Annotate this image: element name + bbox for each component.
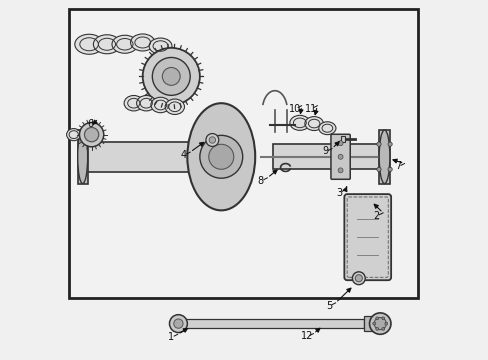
Ellipse shape bbox=[149, 38, 172, 54]
Ellipse shape bbox=[112, 35, 138, 53]
Circle shape bbox=[387, 167, 391, 172]
Text: 9: 9 bbox=[322, 147, 328, 157]
Circle shape bbox=[142, 48, 200, 105]
Circle shape bbox=[372, 322, 375, 325]
Text: 8: 8 bbox=[257, 176, 264, 186]
Text: 3: 3 bbox=[335, 188, 342, 198]
Circle shape bbox=[208, 144, 233, 169]
Bar bbox=[78, 130, 87, 184]
Circle shape bbox=[200, 135, 242, 178]
Circle shape bbox=[209, 137, 215, 143]
Text: 11: 11 bbox=[304, 104, 316, 113]
Bar bbox=[82, 142, 200, 172]
Ellipse shape bbox=[378, 130, 389, 184]
Ellipse shape bbox=[304, 117, 323, 131]
Text: 1: 1 bbox=[168, 332, 174, 342]
Ellipse shape bbox=[318, 122, 335, 135]
Ellipse shape bbox=[66, 129, 81, 141]
FancyBboxPatch shape bbox=[330, 134, 349, 179]
FancyBboxPatch shape bbox=[344, 194, 390, 280]
Ellipse shape bbox=[124, 95, 143, 111]
Ellipse shape bbox=[187, 103, 255, 210]
Circle shape bbox=[369, 313, 390, 334]
Ellipse shape bbox=[136, 95, 156, 111]
Ellipse shape bbox=[289, 115, 309, 130]
Circle shape bbox=[352, 272, 365, 285]
Bar bbox=[364, 316, 383, 331]
Circle shape bbox=[84, 127, 99, 142]
Ellipse shape bbox=[75, 34, 103, 54]
Circle shape bbox=[375, 317, 378, 320]
Text: 4: 4 bbox=[181, 150, 186, 160]
Circle shape bbox=[337, 168, 343, 173]
Circle shape bbox=[381, 328, 384, 330]
Circle shape bbox=[376, 142, 380, 146]
Bar bbox=[178, 319, 364, 328]
Circle shape bbox=[337, 154, 343, 159]
Bar bbox=[272, 144, 385, 169]
Circle shape bbox=[387, 142, 391, 146]
Ellipse shape bbox=[130, 34, 155, 51]
Ellipse shape bbox=[151, 97, 170, 113]
Ellipse shape bbox=[165, 99, 184, 114]
Circle shape bbox=[152, 58, 190, 95]
Text: 6: 6 bbox=[87, 118, 93, 129]
Circle shape bbox=[169, 315, 187, 333]
Ellipse shape bbox=[93, 35, 121, 54]
Circle shape bbox=[80, 122, 103, 147]
Bar bbox=[340, 136, 345, 142]
Circle shape bbox=[173, 319, 183, 328]
Circle shape bbox=[384, 322, 387, 325]
Text: 7: 7 bbox=[394, 161, 401, 171]
Text: 5: 5 bbox=[325, 301, 332, 311]
Text: 2: 2 bbox=[373, 211, 379, 221]
Bar bbox=[378, 130, 389, 184]
Circle shape bbox=[337, 141, 343, 146]
Circle shape bbox=[373, 318, 386, 330]
Circle shape bbox=[381, 317, 384, 320]
Text: 10: 10 bbox=[288, 104, 301, 113]
Ellipse shape bbox=[78, 130, 87, 184]
Circle shape bbox=[162, 67, 180, 85]
Circle shape bbox=[354, 275, 362, 282]
Bar bbox=[69, 9, 417, 298]
Circle shape bbox=[376, 167, 380, 172]
Text: 12: 12 bbox=[300, 332, 312, 342]
Circle shape bbox=[205, 134, 218, 147]
Circle shape bbox=[375, 328, 378, 330]
